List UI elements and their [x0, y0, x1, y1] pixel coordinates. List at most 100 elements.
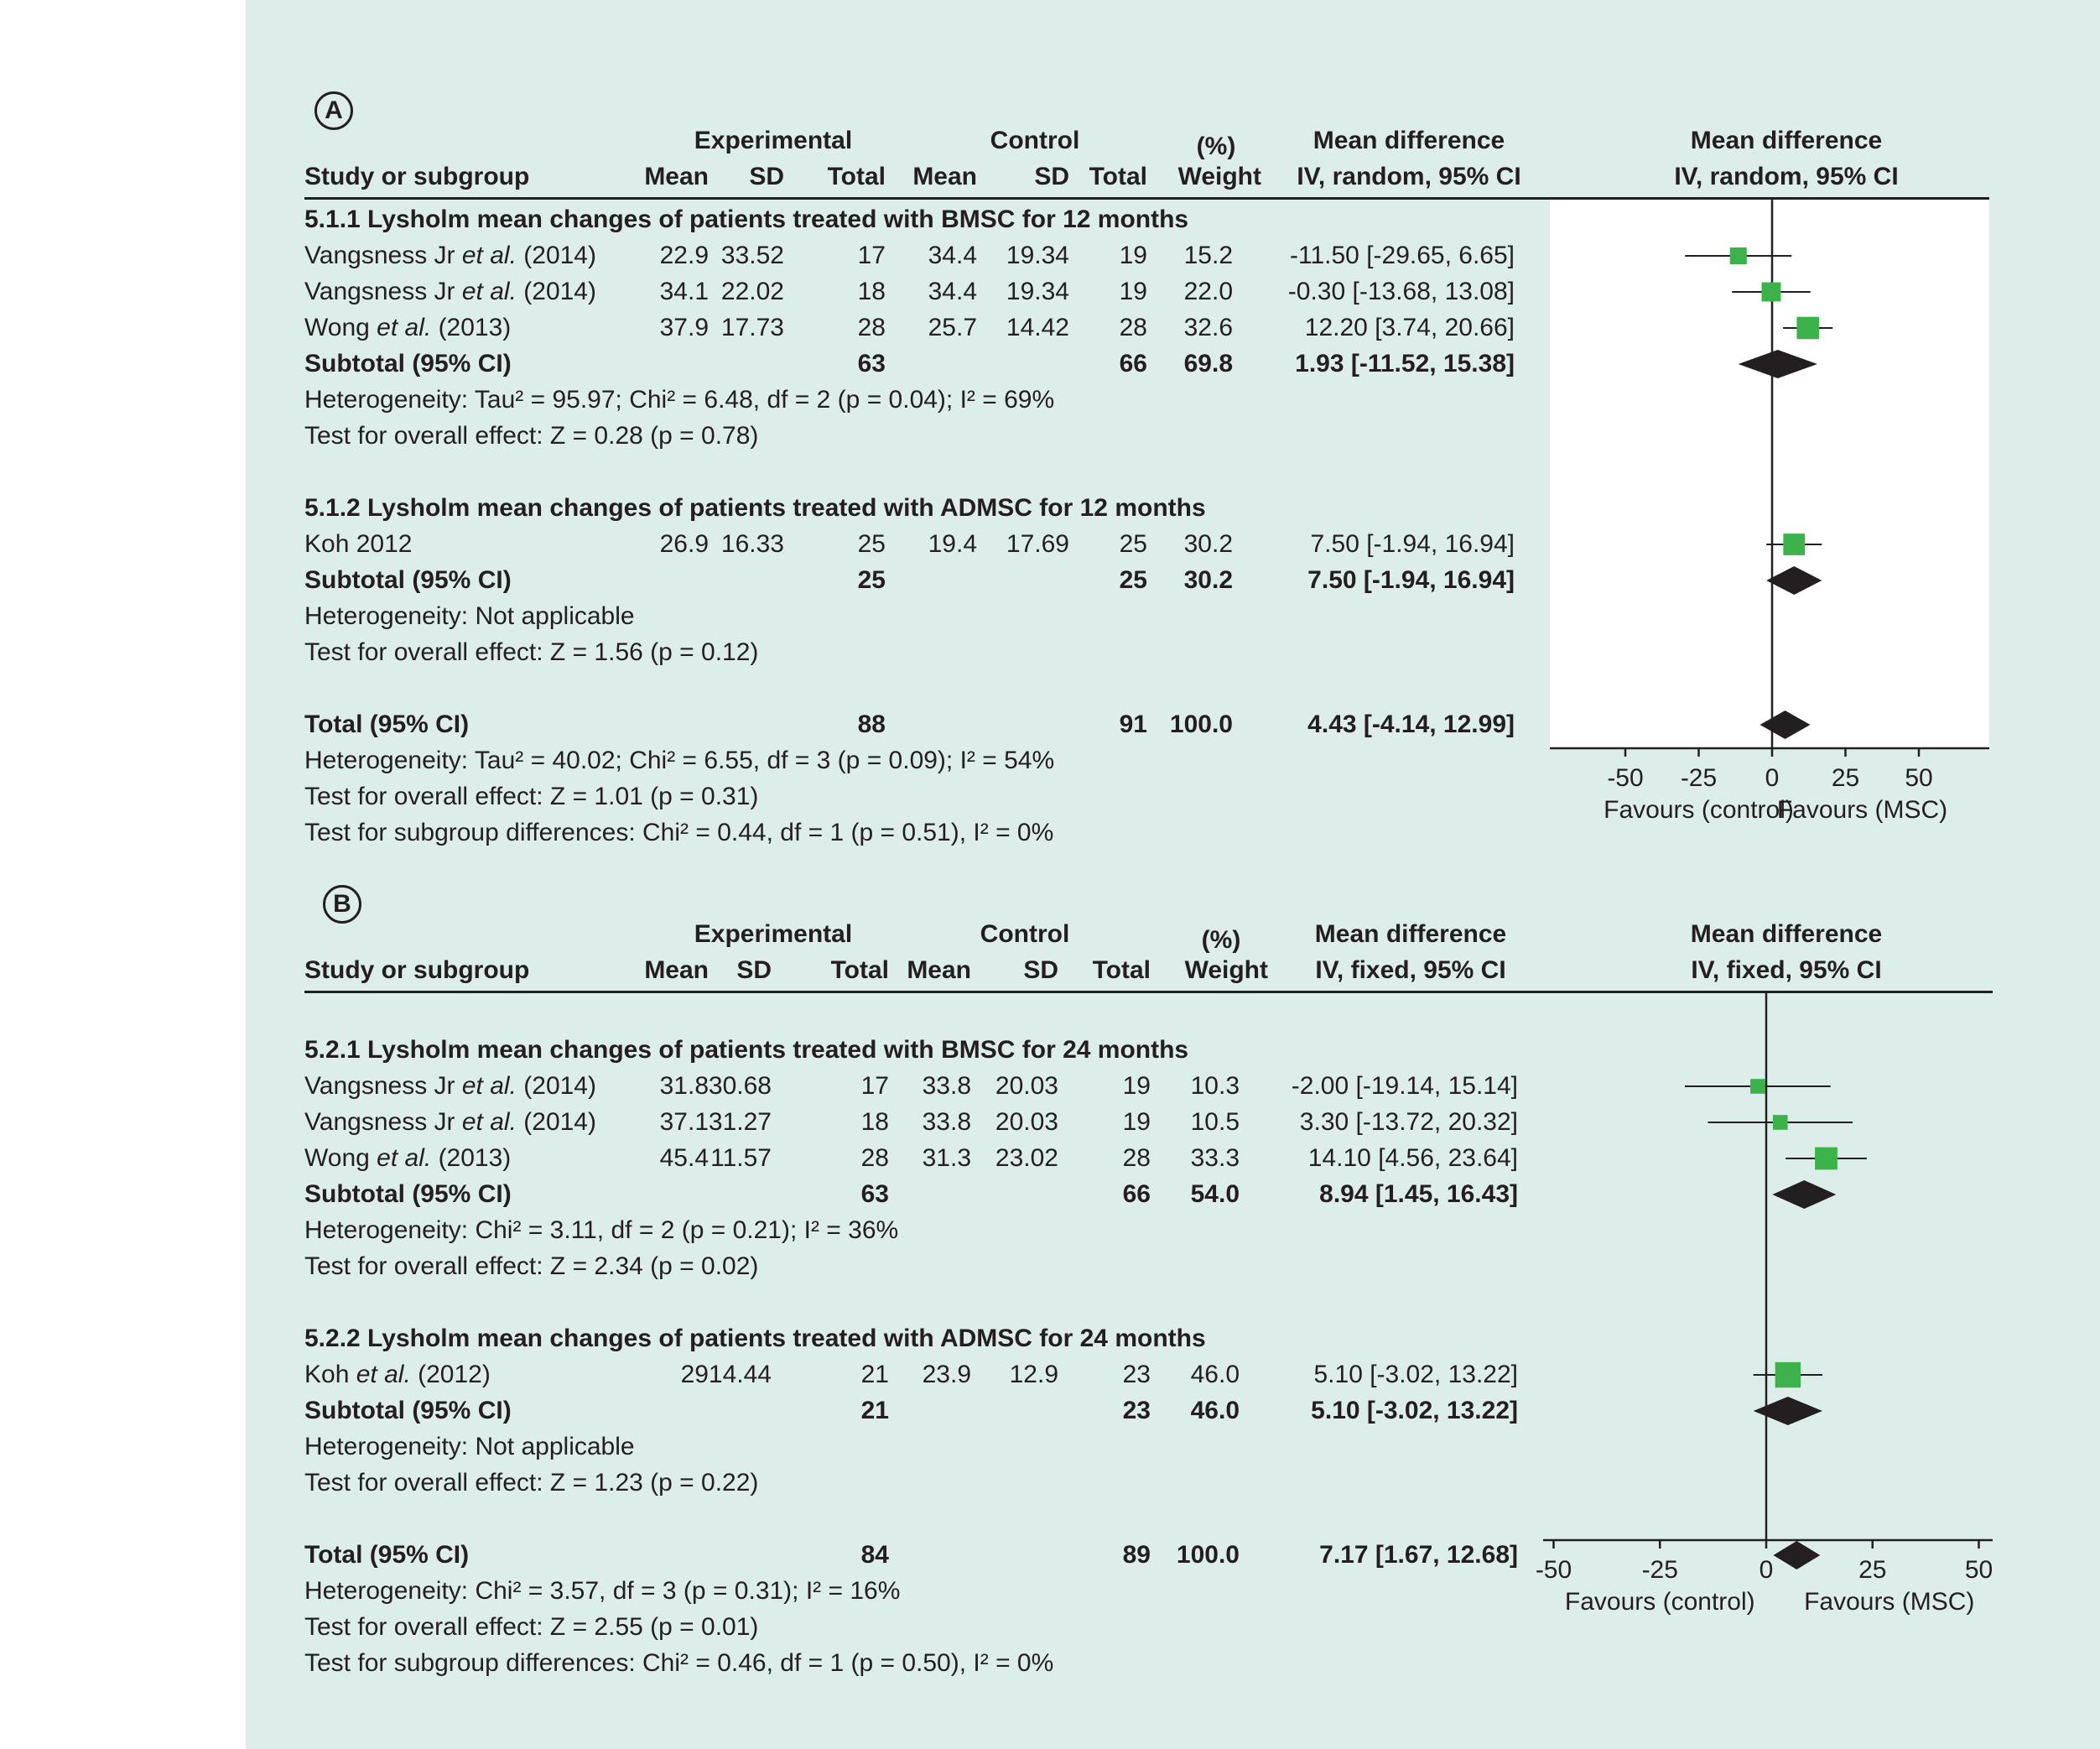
- study-author: Vangsness Jr: [304, 278, 455, 305]
- study-etal: et al.: [461, 242, 517, 269]
- study-author: Koh 2012: [304, 530, 413, 558]
- study-year: (2013): [438, 314, 512, 341]
- subgroup-heading: 5.2.1 Lysholm mean changes of patients t…: [304, 1036, 1189, 1064]
- experimental-total: 17: [857, 242, 886, 269]
- x-tick-label: 50: [1905, 764, 1933, 792]
- pooled-diamond: [1753, 1397, 1823, 1425]
- study-ci: 5.10 [-3.02, 13.22]: [1313, 1361, 1518, 1388]
- pooled-diamond: [1772, 1180, 1837, 1209]
- pooled-diamond: [1773, 1541, 1821, 1569]
- effect-square: [1796, 316, 1819, 340]
- plot-subtitle: IV, random, 95% CI: [1674, 163, 1899, 190]
- experimental-sd: 33.52: [720, 242, 784, 269]
- control-mean-header: Mean: [907, 956, 971, 984]
- mean-difference-subheader: IV, fixed, 95% CI: [1315, 956, 1506, 984]
- experimental-total: 17: [860, 1072, 889, 1100]
- group-header-control: Control: [990, 127, 1080, 154]
- subtotal-weight: 69.8: [1183, 350, 1233, 377]
- control-total: 23: [1122, 1397, 1151, 1424]
- control-mean: 34.4: [928, 278, 977, 305]
- summary-statistic-text: Test for overall effect: Z = 0.28 (p = 0…: [304, 422, 759, 450]
- control-total: 28: [1119, 314, 1147, 341]
- study-name: Wong et al. (2013): [304, 1146, 511, 1171]
- summary-statistic-text: Test for overall effect: Z = 2.55 (p = 0…: [304, 1613, 759, 1641]
- experimental-sd: 22.02: [720, 278, 784, 305]
- experimental-sd: 14.44: [708, 1361, 772, 1388]
- experimental-total: 63: [857, 350, 886, 377]
- group-header-experimental: Experimental: [694, 920, 853, 948]
- experimental-sd: 17.73: [720, 314, 784, 341]
- effect-square: [1815, 1147, 1838, 1170]
- summary-statistic-text: Heterogeneity: Tau² = 40.02; Chi² = 6.55…: [304, 747, 1055, 774]
- experimental-mean: 37.1: [659, 1108, 709, 1136]
- study-name: Koh 2012: [304, 532, 412, 557]
- study-name: Vangsness Jr et al. (2014): [304, 1110, 596, 1135]
- axis-label-favours-control: Favours (control): [1564, 1588, 1755, 1616]
- study-year: (2014): [523, 1108, 596, 1136]
- experimental-mean: 26.9: [659, 530, 709, 558]
- summary-statistic-text: Test for overall effect: Z = 2.34 (p = 0…: [304, 1252, 759, 1280]
- study-weight: 22.0: [1183, 278, 1233, 305]
- control-total: 89: [1122, 1541, 1151, 1569]
- experimental-total: 25: [857, 530, 886, 558]
- study-etal: et al.: [461, 278, 517, 305]
- mean-difference-header: Mean difference: [1314, 920, 1507, 948]
- study-etal: et al.: [377, 1144, 432, 1172]
- subtotal-weight: 54.0: [1190, 1180, 1240, 1208]
- control-mean: 31.3: [922, 1144, 971, 1172]
- subgroup-heading: 5.2.2 Lysholm mean changes of patients t…: [304, 1325, 1206, 1352]
- control-total: 19: [1119, 278, 1147, 305]
- x-tick-label: 25: [1831, 764, 1860, 792]
- study-ci: -0.30 [-13.68, 13.08]: [1287, 278, 1515, 305]
- study-ci: -2.00 [-19.14, 15.14]: [1291, 1072, 1518, 1100]
- study-year: (2012): [418, 1361, 491, 1388]
- weight-header: Weight: [1177, 163, 1261, 190]
- experimental-total: 25: [857, 566, 886, 594]
- experimental-total: 63: [860, 1180, 889, 1208]
- summary-statistic-text: Test for overall effect: Z = 1.01 (p = 0…: [304, 783, 759, 810]
- pooled-diamond: [1738, 350, 1817, 378]
- subtotal-label: Total (95% CI): [304, 711, 470, 738]
- experimental-total-header: Total: [830, 956, 889, 984]
- weight-header: Weight: [1184, 956, 1268, 984]
- weight-pct-header: (%): [1201, 926, 1241, 954]
- plot-title: Mean difference: [1690, 127, 1883, 154]
- effect-square: [1775, 1361, 1801, 1388]
- x-tick-label: -50: [1607, 764, 1644, 792]
- summary-statistic-text: Heterogeneity: Not applicable: [304, 602, 635, 630]
- study-ci: -11.50 [-29.65, 6.65]: [1290, 242, 1515, 269]
- study-ci: 12.20 [3.74, 20.66]: [1304, 314, 1515, 341]
- study-weight: 10.5: [1190, 1108, 1240, 1136]
- panel-label: B: [323, 885, 361, 924]
- weight-pct-header: (%): [1196, 133, 1236, 160]
- experimental-sd-header: SD: [736, 956, 772, 984]
- control-total: 28: [1122, 1144, 1151, 1172]
- x-tick-label: 50: [1964, 1556, 1993, 1584]
- experimental-mean: 31.8: [659, 1072, 709, 1100]
- panel-label: A: [314, 91, 353, 130]
- header-rule: [304, 991, 1993, 993]
- plot-subtitle: IV, fixed, 95% CI: [1691, 956, 1882, 984]
- effect-square: [1783, 534, 1806, 555]
- experimental-total: 18: [860, 1108, 889, 1136]
- subtotal-weight: 46.0: [1190, 1397, 1240, 1424]
- effect-square: [1761, 282, 1781, 302]
- study-author: Wong: [304, 314, 370, 341]
- control-sd-header: SD: [1034, 163, 1069, 190]
- x-tick-label: -25: [1680, 764, 1718, 792]
- study-weight: 46.0: [1190, 1361, 1240, 1388]
- x-tick-label: -50: [1535, 1556, 1572, 1584]
- control-total: 25: [1119, 566, 1147, 594]
- subtotal-label: Subtotal (95% CI): [304, 1180, 512, 1208]
- subtotal-label: Subtotal (95% CI): [304, 350, 512, 377]
- axis-label-favours-msc: Favours (MSC): [1804, 1588, 1975, 1616]
- study-ci: 7.50 [-1.94, 16.94]: [1310, 530, 1515, 558]
- study-author: Vangsness Jr: [304, 1072, 455, 1100]
- summary-statistic-text: Heterogeneity: Chi² = 3.57, df = 3 (p = …: [304, 1577, 901, 1605]
- experimental-mean-header: Mean: [644, 956, 709, 984]
- control-sd: 14.42: [1006, 314, 1069, 341]
- mean-difference-subheader: IV, random, 95% CI: [1297, 163, 1521, 190]
